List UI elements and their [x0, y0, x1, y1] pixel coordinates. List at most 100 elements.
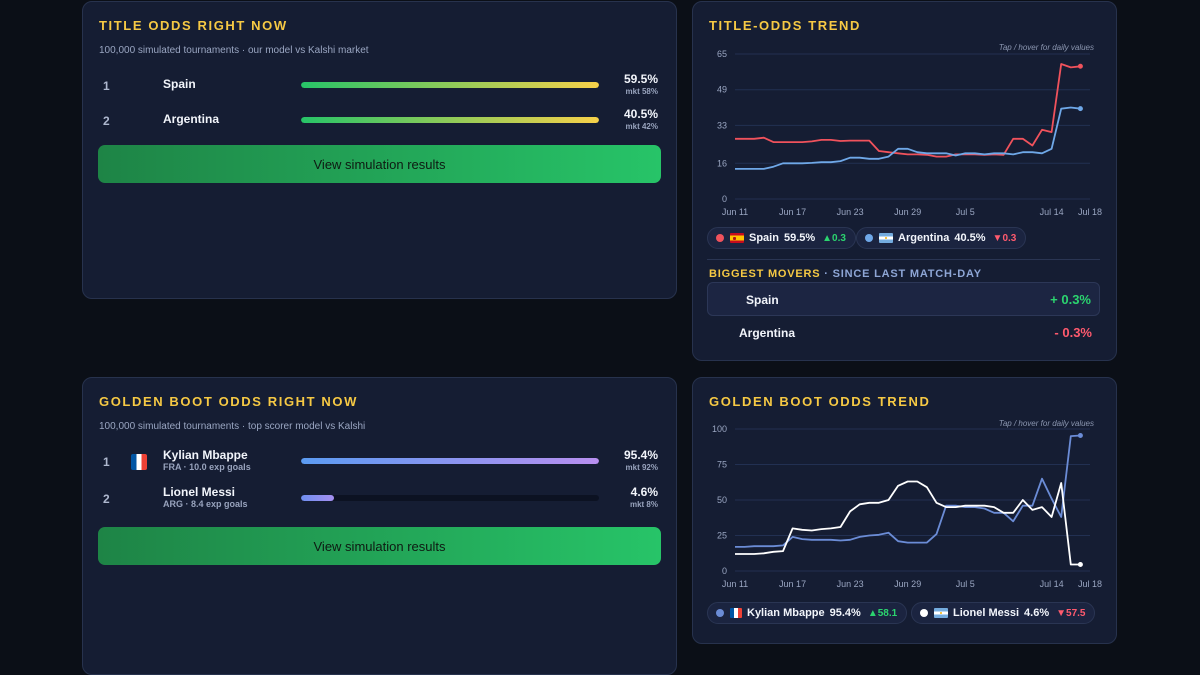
mover-row-argentina[interactable]: Argentina - 0.3%	[707, 316, 1100, 350]
team-row-spain: 1 Spain 59.5% mkt 58%	[99, 72, 660, 100]
legend-name: Lionel Messi	[953, 607, 1020, 619]
x-tick-label: Jul 14	[1040, 579, 1064, 589]
legend-change: ▲0.3	[822, 232, 846, 244]
movers-title: BIGGEST MOVERS	[709, 268, 821, 280]
mover-row-spain[interactable]: Spain + 0.3%	[707, 282, 1100, 316]
mover-value: - 0.3%	[1054, 325, 1092, 340]
odds-bar	[301, 495, 599, 501]
odds-bar-fill	[301, 82, 599, 88]
chart-hint: Tap / hover for daily values	[998, 419, 1094, 428]
series-dot	[920, 609, 928, 617]
team-name: Spain	[163, 77, 196, 91]
player-name: Kylian Mbappe	[163, 448, 248, 462]
series-line-argentina	[735, 106, 1081, 170]
france-flag-icon	[730, 608, 742, 618]
mover-name: Spain	[746, 293, 779, 307]
movers-subtitle: SINCE LAST MATCH-DAY	[832, 268, 982, 280]
argentina-flag-icon	[934, 608, 948, 618]
y-tick-label: 49	[717, 85, 727, 95]
series-dot	[865, 234, 873, 242]
title-trend-heading: TITLE-ODDS TREND	[709, 18, 861, 33]
mover-value: + 0.3%	[1050, 292, 1091, 307]
model-odds: 40.5%	[623, 107, 658, 121]
legend-name: Kylian Mbappe	[747, 607, 825, 619]
x-tick-label: Jun 29	[894, 207, 921, 217]
series-dot	[716, 609, 724, 617]
argentina-flag-icon	[879, 233, 893, 243]
x-tick-label: Jul 14	[1040, 207, 1064, 217]
title-trend-card: TITLE-ODDS TREND Tap / hover for daily v…	[692, 1, 1117, 361]
rank: 1	[103, 455, 110, 469]
france-flag-icon	[131, 454, 147, 470]
legend-name: Argentina	[898, 232, 950, 244]
odds-bar-fill	[301, 458, 599, 464]
x-tick-label: Jul 18	[1078, 207, 1102, 217]
legend-change: ▼0.3	[992, 232, 1017, 244]
rank: 2	[103, 114, 110, 128]
series-line-kylian-mbappe	[735, 434, 1081, 548]
legend-change: ▼57.5	[1056, 607, 1086, 619]
series-end-point-kylian-mbappe	[1077, 433, 1083, 439]
golden-boot-heading: GOLDEN BOOT ODDS RIGHT NOW	[99, 394, 358, 409]
market-odds: mkt 8%	[629, 500, 658, 509]
player-sub: FRA · 10.0 exp goals	[163, 462, 251, 472]
view-simulation-results-button[interactable]: View simulation results	[98, 145, 661, 183]
team-name: Argentina	[163, 112, 220, 126]
y-tick-label: 65	[717, 49, 727, 59]
legend-value: 4.6%	[1024, 607, 1050, 619]
legend-messi[interactable]: Lionel Messi 4.6% ▼57.5	[911, 602, 1096, 624]
golden-boot-card: GOLDEN BOOT ODDS RIGHT NOW 100,000 simul…	[82, 377, 677, 675]
view-simulation-results-button[interactable]: View simulation results	[98, 527, 661, 565]
team-row-argentina: 2 Argentina 40.5% mkt 42%	[99, 107, 660, 135]
y-tick-label: 50	[717, 495, 727, 505]
x-tick-label: Jun 17	[779, 207, 806, 217]
boot-trend-heading: GOLDEN BOOT ODDS TREND	[709, 394, 931, 409]
legend-value: 95.4%	[829, 607, 861, 619]
rank: 1	[103, 79, 110, 93]
title-odds-subtitle: 100,000 simulated tournaments · our mode…	[99, 45, 369, 56]
legend-mbappe[interactable]: Kylian Mbappe 95.4% ▲58.1	[707, 602, 908, 624]
player-name: Lionel Messi	[163, 485, 236, 499]
y-tick-label: 75	[717, 460, 727, 470]
x-tick-label: Jun 23	[837, 207, 864, 217]
x-tick-label: Jul 18	[1078, 579, 1102, 589]
model-odds: 95.4%	[623, 448, 658, 462]
player-row-messi: 2 Lionel Messi ARG · 8.4 exp goals 4.6% …	[99, 485, 660, 513]
series-dot	[716, 234, 724, 242]
y-tick-label: 0	[722, 194, 727, 204]
series-end-point-argentina	[1077, 106, 1083, 112]
player-sub: ARG · 8.4 exp goals	[163, 499, 248, 509]
odds-bar	[301, 458, 599, 464]
x-tick-label: Jun 29	[894, 579, 921, 589]
chart-hint: Tap / hover for daily values	[998, 43, 1094, 52]
title-odds-heading: TITLE ODDS RIGHT NOW	[99, 18, 288, 33]
series-line-spain	[735, 63, 1081, 158]
market-odds: mkt 42%	[625, 122, 658, 131]
y-tick-label: 0	[722, 566, 727, 576]
series-line-lionel-messi	[735, 480, 1081, 566]
movers-separator: ·	[820, 268, 833, 280]
title-odds-chart[interactable]: 0 16 33 49 65 Jun 11 Jun 17 Jun 23 Jun 29 Jul 5 Ju…	[693, 2, 1118, 222]
odds-bar-fill	[301, 495, 334, 501]
rank: 2	[103, 492, 110, 506]
x-tick-label: Jun 23	[837, 579, 864, 589]
mover-name: Argentina	[739, 326, 796, 340]
y-tick-label: 33	[717, 120, 727, 130]
divider	[707, 259, 1100, 260]
legend-name: Spain	[749, 232, 779, 244]
legend-change: ▲58.1	[867, 607, 898, 619]
x-tick-label: Jul 5	[956, 579, 975, 589]
biggest-movers-heading: BIGGEST MOVERS · SINCE LAST MATCH-DAY	[709, 268, 982, 280]
x-tick-label: Jun 11	[722, 207, 748, 217]
market-odds: mkt 92%	[625, 463, 658, 472]
x-tick-label: Jun 17	[779, 579, 806, 589]
boot-trend-card: GOLDEN BOOT ODDS TREND Tap / hover for d…	[692, 377, 1117, 644]
y-tick-label: 25	[717, 531, 727, 541]
odds-bar	[301, 117, 599, 123]
spain-flag-icon	[730, 233, 744, 243]
legend-argentina[interactable]: Argentina 40.5% ▼0.3	[856, 227, 1027, 249]
y-tick-label: 16	[717, 158, 727, 168]
market-odds: mkt 58%	[625, 87, 658, 96]
legend-spain[interactable]: Spain 59.5% ▲0.3	[707, 227, 856, 249]
golden-boot-chart[interactable]: 0 25 50 75 100 Jun 11 Jun 17 Jun 23 Jun 29 Jul 5 J…	[693, 378, 1118, 598]
